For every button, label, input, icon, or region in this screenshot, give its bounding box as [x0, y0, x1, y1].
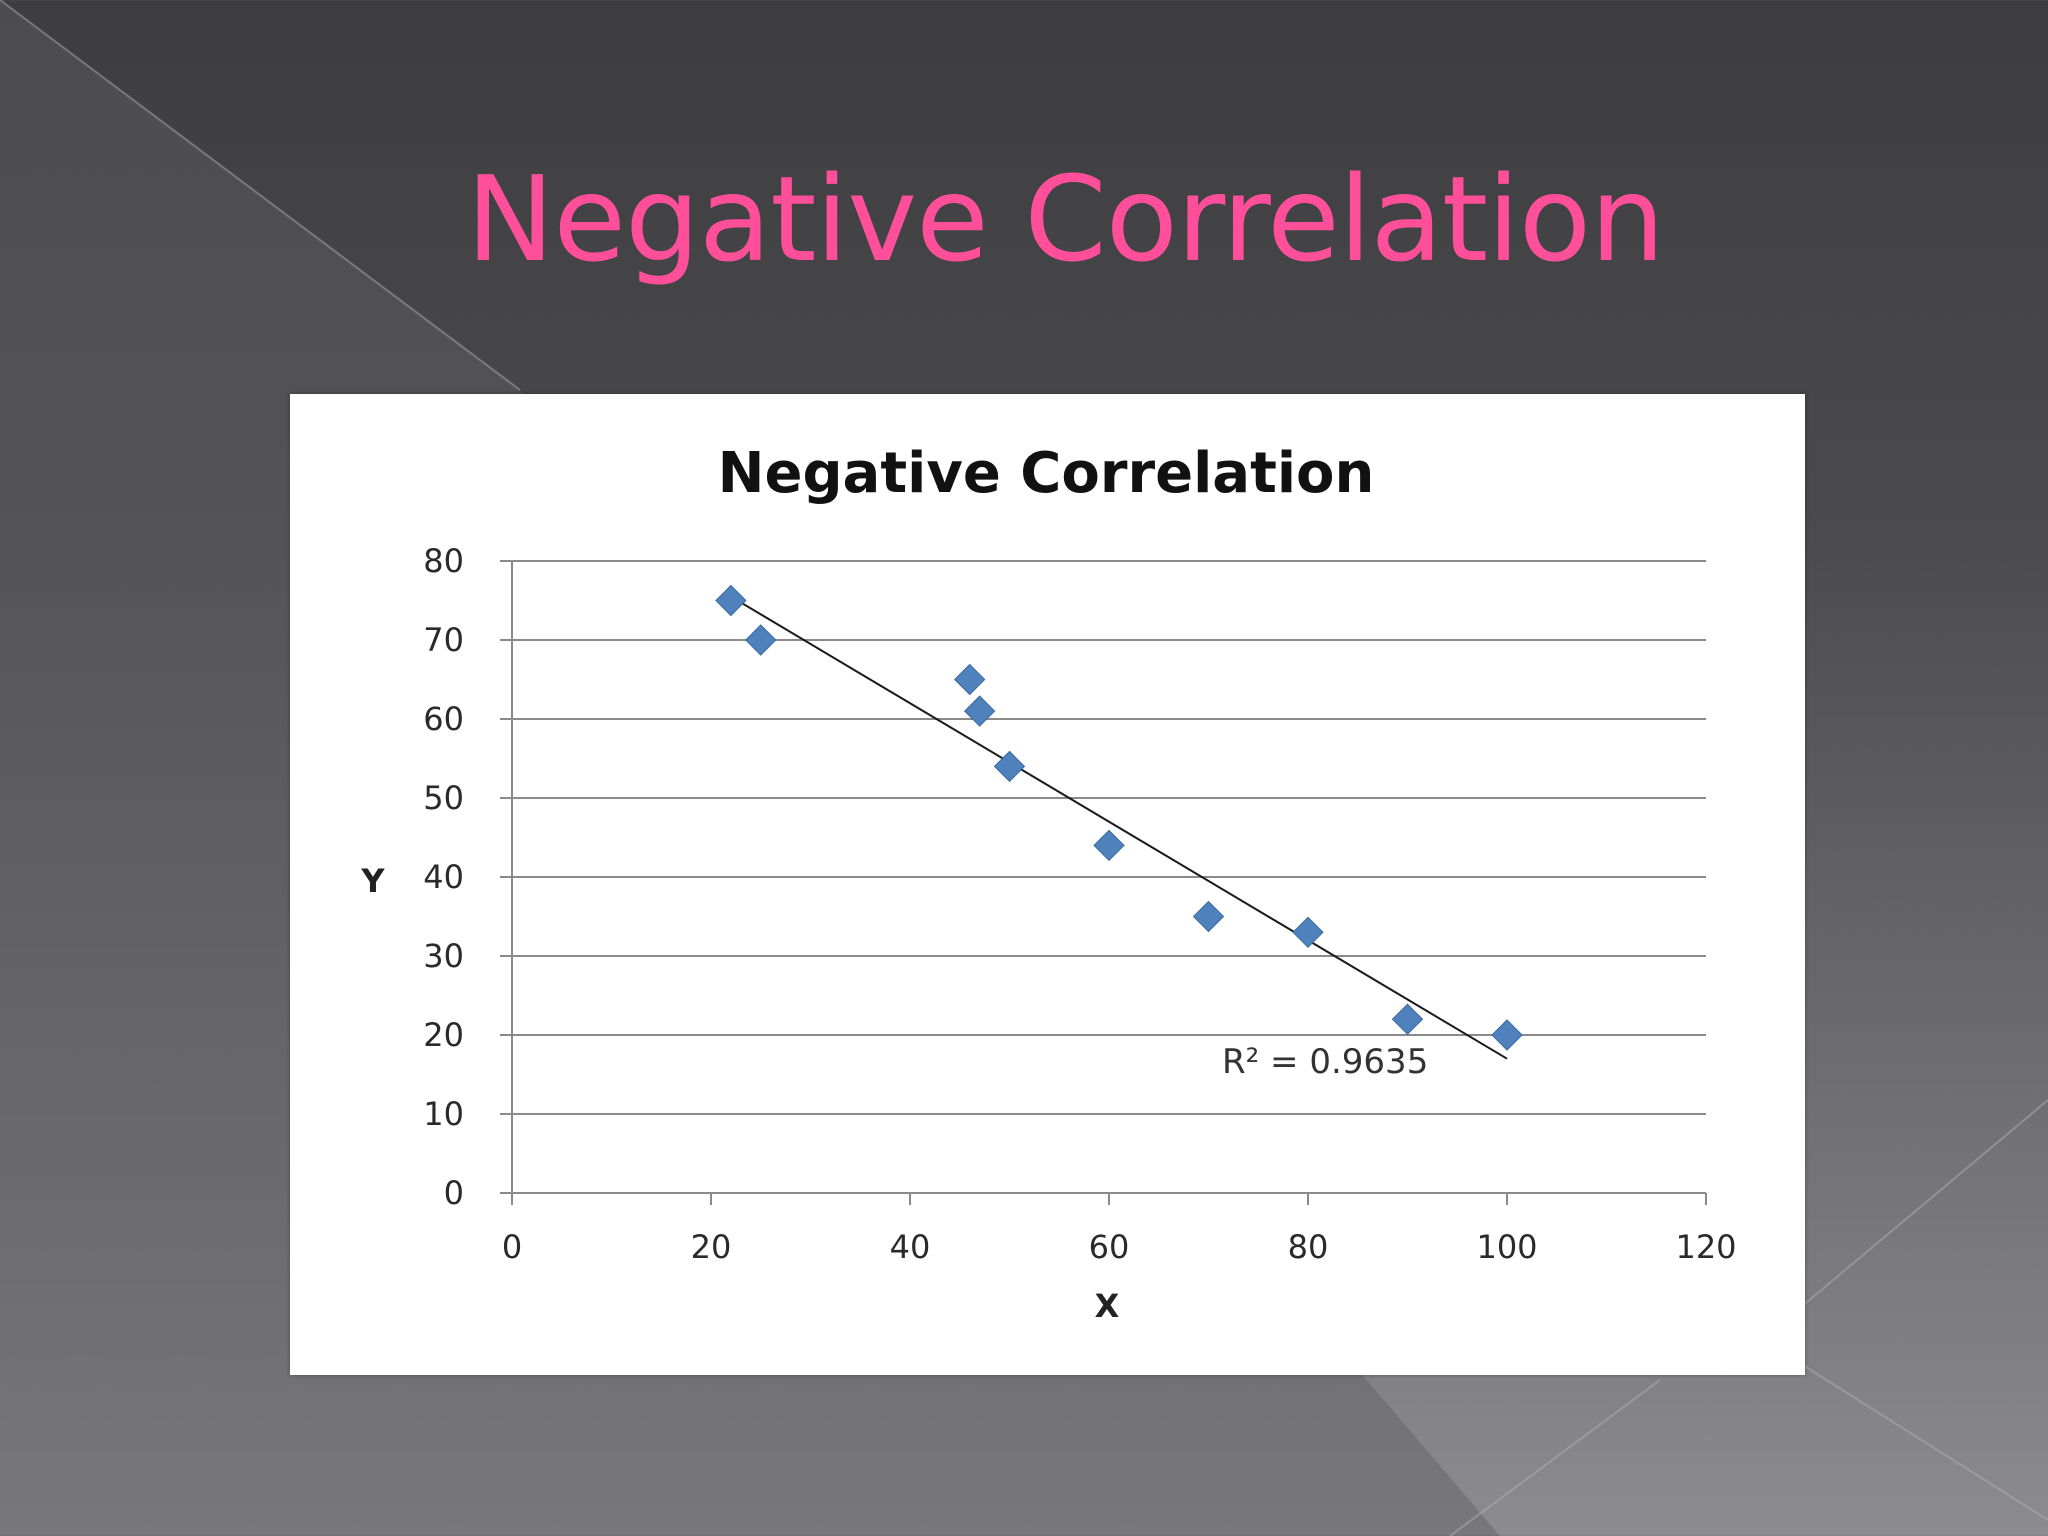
chart-title: Negative Correlation [718, 441, 1375, 506]
y-tick-label: 50 [423, 779, 464, 817]
data-point [963, 695, 996, 727]
x-axis-tick-labels: 0 20 40 60 80 100 120 [502, 1228, 1737, 1266]
x-tick-label: 60 [1089, 1228, 1130, 1266]
data-point [1391, 1003, 1424, 1035]
x-tick-label: 120 [1675, 1228, 1736, 1266]
x-axis-title: X [1095, 1287, 1120, 1325]
y-axis-tick-labels: 0 10 20 30 40 50 60 70 80 [423, 542, 464, 1212]
x-tick-label: 80 [1288, 1228, 1329, 1266]
trendline-group [730, 595, 1508, 1060]
y-axis-title: Y [360, 862, 385, 900]
y-tick-label: 80 [423, 542, 464, 580]
y-tick-label: 40 [423, 858, 464, 896]
x-tick-label: 40 [890, 1228, 931, 1266]
y-tick-label: 60 [423, 700, 464, 738]
y-tick-label: 20 [423, 1016, 464, 1054]
data-point [1192, 900, 1225, 933]
data-point [1093, 829, 1125, 862]
y-tick-label: 10 [423, 1095, 464, 1133]
r-squared-label: R² = 0.9635 [1222, 1042, 1428, 1082]
data-point [745, 624, 777, 656]
data-point [993, 750, 1026, 783]
y-tick-label: 70 [423, 621, 464, 659]
chart-panel [290, 394, 1805, 1375]
x-tick-label: 100 [1476, 1228, 1537, 1266]
trendline [730, 595, 1508, 1060]
data-point [953, 663, 986, 696]
data-point [715, 584, 747, 617]
x-tick-label: 0 [502, 1228, 522, 1266]
data-point [1491, 1019, 1523, 1051]
slide-title: Negative Correlation [466, 150, 1665, 288]
y-tick-label: 0 [444, 1174, 464, 1212]
axes [500, 560, 1707, 1205]
data-point [1292, 916, 1324, 949]
data-points [715, 584, 1523, 1051]
x-tick-label: 20 [691, 1228, 732, 1266]
y-tick-label: 30 [423, 937, 464, 975]
